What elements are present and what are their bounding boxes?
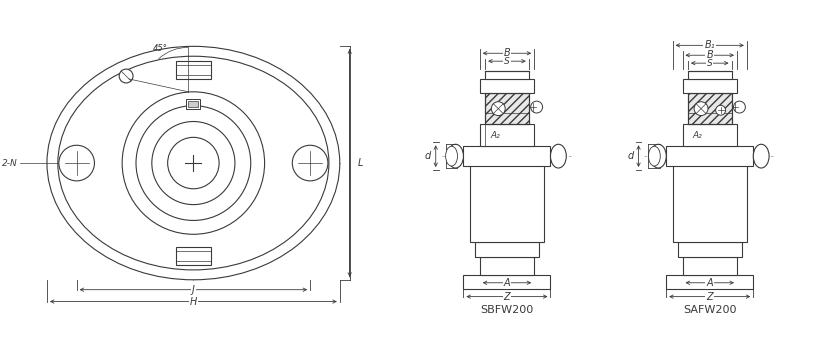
Bar xyxy=(480,257,534,275)
Bar xyxy=(688,71,731,79)
Ellipse shape xyxy=(448,144,463,168)
Text: L: L xyxy=(357,158,363,168)
Circle shape xyxy=(694,102,708,116)
Text: B: B xyxy=(503,48,510,58)
Text: A₂: A₂ xyxy=(693,131,703,140)
Text: B: B xyxy=(707,50,713,60)
Bar xyxy=(463,146,551,166)
Bar xyxy=(682,79,737,93)
Bar xyxy=(688,93,731,124)
Circle shape xyxy=(491,102,505,116)
Bar xyxy=(486,71,529,79)
Bar xyxy=(672,161,747,242)
Bar xyxy=(677,242,742,257)
Bar xyxy=(188,101,198,107)
Text: 2-N: 2-N xyxy=(2,159,17,168)
Ellipse shape xyxy=(47,46,339,280)
Text: J: J xyxy=(192,285,195,295)
Circle shape xyxy=(716,105,725,115)
Ellipse shape xyxy=(649,146,660,166)
Bar xyxy=(470,161,544,242)
Circle shape xyxy=(119,69,133,83)
Text: H: H xyxy=(189,296,197,307)
Bar xyxy=(175,247,211,265)
Ellipse shape xyxy=(753,144,769,168)
Text: S: S xyxy=(504,57,510,66)
Bar xyxy=(480,124,534,146)
Bar xyxy=(666,275,753,289)
Circle shape xyxy=(167,137,219,189)
Ellipse shape xyxy=(551,144,566,168)
Circle shape xyxy=(292,145,328,181)
Bar xyxy=(666,146,753,166)
Bar xyxy=(186,99,200,108)
Text: A: A xyxy=(503,278,510,288)
Text: d: d xyxy=(424,151,431,161)
Text: A₂: A₂ xyxy=(490,131,500,140)
Text: Z: Z xyxy=(707,292,713,301)
Circle shape xyxy=(530,101,543,113)
Text: SAFW200: SAFW200 xyxy=(683,306,737,315)
Text: A: A xyxy=(707,278,713,288)
Bar xyxy=(486,93,529,124)
Ellipse shape xyxy=(446,146,458,166)
Bar xyxy=(682,124,737,146)
Bar xyxy=(682,257,737,275)
Text: 45°: 45° xyxy=(153,44,168,53)
Bar xyxy=(688,93,731,124)
Bar xyxy=(480,79,534,93)
Bar xyxy=(463,275,551,289)
Bar xyxy=(175,61,211,79)
Bar xyxy=(475,242,539,257)
Circle shape xyxy=(59,145,95,181)
Text: Z: Z xyxy=(503,292,510,301)
Text: B₁: B₁ xyxy=(704,40,715,50)
Text: SBFW200: SBFW200 xyxy=(481,306,534,315)
Text: S: S xyxy=(707,59,712,68)
Circle shape xyxy=(734,101,745,113)
Text: d: d xyxy=(628,151,634,161)
Ellipse shape xyxy=(650,144,666,168)
Bar xyxy=(486,93,529,124)
